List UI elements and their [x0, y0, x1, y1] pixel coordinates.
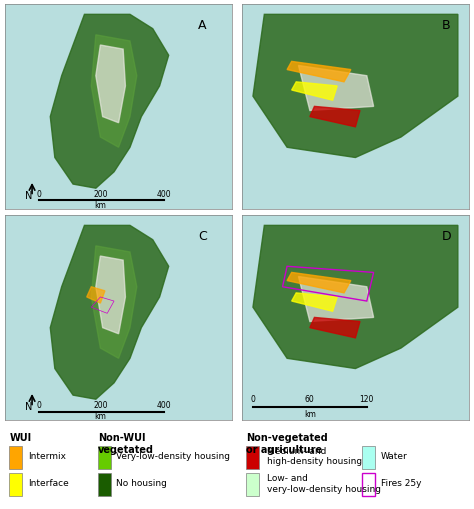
Text: Interface: Interface	[28, 478, 69, 488]
Text: 0: 0	[36, 190, 41, 199]
Text: WUI: WUI	[9, 433, 31, 442]
Text: Fires 25y: Fires 25y	[381, 478, 421, 488]
Polygon shape	[287, 273, 351, 293]
Text: Water: Water	[381, 451, 408, 460]
Bar	[246, 473, 259, 496]
Text: A: A	[198, 19, 207, 33]
Text: Medium- and
high-density housing: Medium- and high-density housing	[267, 446, 362, 466]
Polygon shape	[50, 226, 169, 400]
Polygon shape	[292, 293, 337, 312]
Polygon shape	[310, 107, 360, 128]
Text: N: N	[25, 191, 33, 201]
Polygon shape	[91, 246, 137, 359]
Polygon shape	[299, 277, 374, 322]
Text: Intermix: Intermix	[28, 451, 66, 460]
Text: km: km	[304, 409, 316, 418]
Text: 0: 0	[36, 401, 41, 410]
Polygon shape	[253, 15, 458, 158]
Polygon shape	[299, 66, 374, 111]
Polygon shape	[96, 257, 126, 334]
Text: Non-vegetated
or agriculture: Non-vegetated or agriculture	[246, 433, 328, 454]
Text: N: N	[25, 402, 33, 412]
Polygon shape	[96, 46, 126, 124]
Polygon shape	[310, 318, 360, 338]
Text: km: km	[94, 411, 106, 420]
Bar	[363, 446, 375, 469]
Bar	[9, 446, 22, 469]
Text: C: C	[198, 230, 207, 243]
Polygon shape	[253, 226, 458, 369]
Text: 120: 120	[360, 394, 374, 404]
Bar	[246, 446, 259, 469]
Polygon shape	[287, 62, 351, 82]
Text: 0: 0	[250, 394, 255, 404]
Text: 200: 200	[93, 401, 108, 410]
Text: No housing: No housing	[116, 478, 167, 488]
Polygon shape	[50, 15, 169, 189]
Polygon shape	[87, 287, 105, 303]
Bar	[98, 446, 110, 469]
Polygon shape	[91, 36, 137, 148]
Bar	[98, 473, 110, 496]
Text: Non-WUI
vegetated: Non-WUI vegetated	[98, 433, 154, 454]
Polygon shape	[292, 82, 337, 101]
Text: 200: 200	[93, 190, 108, 199]
Text: B: B	[442, 19, 451, 33]
Text: 60: 60	[305, 394, 315, 404]
Text: 400: 400	[157, 401, 172, 410]
Bar	[9, 473, 22, 496]
Text: km: km	[94, 200, 106, 209]
Text: D: D	[442, 230, 452, 243]
Bar	[363, 473, 375, 496]
Text: Very-low-density housing: Very-low-density housing	[116, 451, 230, 460]
Text: Low- and
very-low-density housing: Low- and very-low-density housing	[267, 473, 381, 493]
Text: 400: 400	[157, 190, 172, 199]
